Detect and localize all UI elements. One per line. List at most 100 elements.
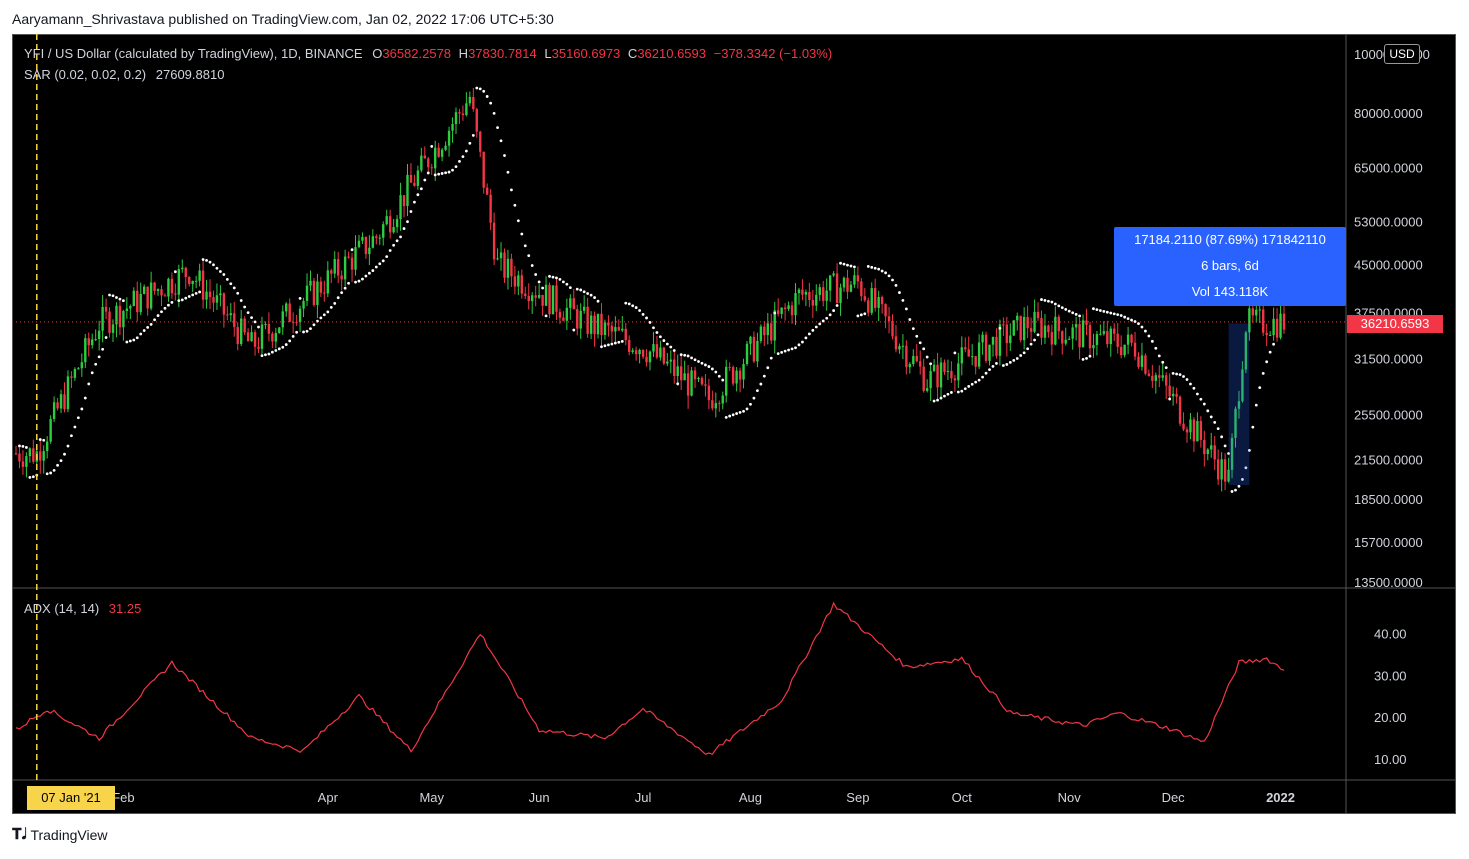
sar-dot [1050, 300, 1054, 304]
candle-body [392, 227, 395, 233]
chart-canvas[interactable]: 100000.000080000.000065000.000053000.000… [12, 34, 1456, 814]
candle-body [1144, 355, 1147, 374]
adx-legend[interactable]: ADX (14, 14) 31.25 [24, 601, 141, 616]
sar-dot [1105, 310, 1109, 314]
candle-body [271, 333, 274, 342]
candle-body [960, 347, 964, 364]
time-axis-label: May [419, 790, 444, 805]
footer-brand[interactable]: 𝐓𝅘𝅥 TradingView [12, 826, 107, 843]
sar-dot [752, 396, 756, 400]
sar-dot [745, 407, 749, 411]
symbol-title[interactable]: YFI / US Dollar (calculated by TradingVi… [24, 46, 363, 61]
sar-dot [728, 414, 732, 418]
candle-body [472, 96, 475, 110]
candle-body [129, 306, 132, 309]
sar-dot [1195, 392, 1199, 396]
sar-dot [1040, 298, 1043, 301]
time-axis-label: Oct [952, 790, 973, 805]
candle-body [919, 361, 922, 367]
adx-axis-label: 30.00 [1374, 668, 1407, 683]
candle-body [586, 306, 589, 334]
sar-dot [191, 293, 195, 297]
candle-body [572, 298, 575, 310]
candle-body [562, 317, 565, 321]
sar-dot [1234, 488, 1237, 492]
sar-dot [572, 328, 576, 332]
candle-body [1040, 318, 1043, 338]
candle-body [458, 112, 461, 114]
candle-body [350, 257, 354, 270]
candle-body [229, 313, 232, 316]
sar-dot [773, 311, 777, 315]
candle-body [808, 291, 811, 300]
sar-dot [873, 266, 877, 270]
candle-body [222, 293, 226, 315]
sar-label[interactable]: SAR (0.02, 0.02, 0.2) [24, 67, 147, 82]
sar-dot [378, 262, 382, 266]
measure-tool-box[interactable]: 17184.2110 (87.69%) 171842110 6 bars, 6d… [1114, 227, 1346, 306]
candle-body [1074, 324, 1078, 328]
candle-body [278, 327, 281, 334]
sar-dot [1189, 382, 1192, 386]
candle-body [728, 366, 731, 368]
candle-body [863, 296, 866, 301]
candle-body [226, 314, 229, 316]
sar-dot [690, 356, 693, 360]
currency-button[interactable]: USD [1384, 44, 1420, 64]
candle-body [406, 174, 409, 207]
candle-body [132, 290, 135, 307]
sar-dot [1036, 333, 1040, 337]
sar-dot [721, 378, 725, 382]
sar-dot [811, 328, 815, 332]
candle-body [676, 366, 679, 377]
sar-dot [679, 353, 683, 357]
candle-body [946, 370, 950, 372]
measure-volume: Vol 143.118K [1191, 284, 1269, 299]
sar-dot [1130, 318, 1133, 322]
candle-body [600, 313, 603, 336]
sar-dot [104, 336, 108, 339]
candle-body [1147, 373, 1151, 376]
candle-body [66, 376, 70, 410]
candle-body [700, 377, 704, 385]
symbol-legend[interactable]: YFI / US Dollar (calculated by TradingVi… [24, 46, 832, 61]
candle-body [763, 326, 766, 336]
sar-dot [936, 398, 939, 402]
sar-dot [821, 319, 825, 323]
candle-body [908, 364, 912, 368]
sar-dot [530, 264, 534, 267]
sar-dot [665, 342, 669, 346]
candle-body [97, 330, 101, 340]
candle-body [797, 289, 801, 294]
sar-dot [108, 293, 111, 297]
sar-dot [132, 338, 136, 342]
candle-body [846, 277, 849, 292]
sar-dot [849, 264, 853, 268]
sar-legend[interactable]: SAR (0.02, 0.02, 0.2) 27609.8810 [24, 67, 224, 82]
price-axis-label: 21500.0000 [1354, 452, 1423, 467]
sar-dot [309, 327, 312, 331]
sar-dot [929, 362, 933, 366]
sar-dot [274, 349, 278, 352]
time-axis-label: 2022 [1266, 790, 1295, 805]
sar-dot [139, 332, 143, 336]
time-axis-label: Feb [112, 790, 134, 805]
sar-dots [18, 86, 1286, 493]
adx-label[interactable]: ADX (14, 14) [24, 601, 100, 616]
candle-body [1272, 318, 1275, 336]
candle-body [104, 306, 108, 312]
candle-body [832, 273, 835, 276]
sar-dot [94, 362, 98, 366]
sar-dot [1033, 338, 1036, 342]
sar-dot [731, 413, 735, 417]
sar-dot [1254, 403, 1258, 407]
sar-dot [877, 267, 881, 271]
candle-body [679, 366, 683, 381]
candle-body [565, 307, 569, 321]
sar-dot [998, 326, 1002, 330]
sar-dot [638, 309, 642, 312]
sar-dot [21, 444, 25, 448]
chart-frame[interactable] [12, 34, 1456, 814]
sar-dot [90, 371, 94, 375]
sar-dot [624, 301, 628, 305]
